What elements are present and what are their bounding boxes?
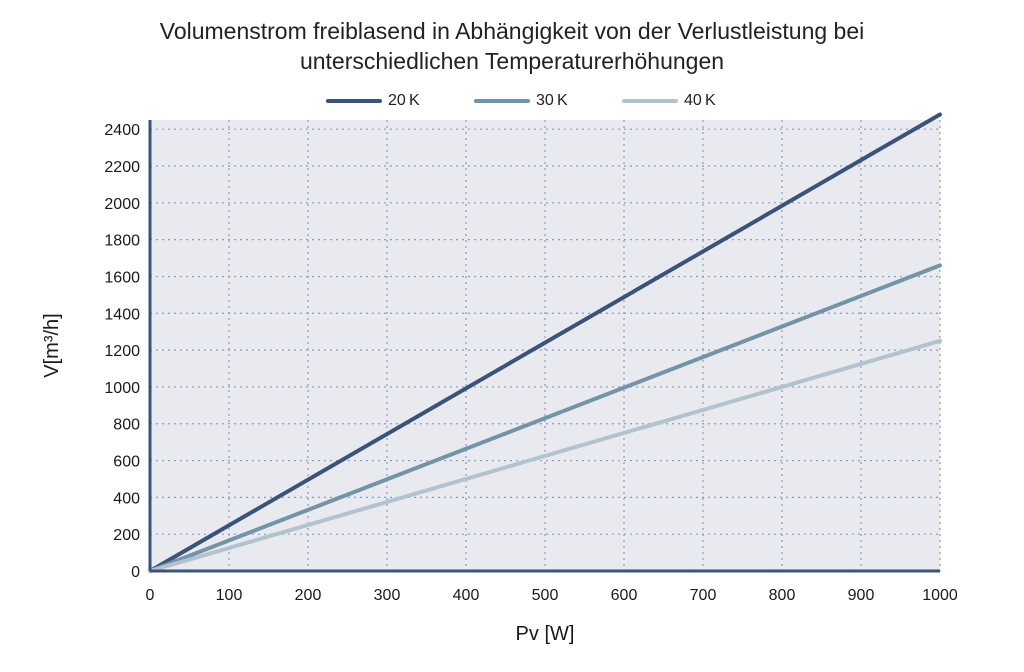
x-tick-label-100: 100 (216, 587, 243, 604)
y-tick-label-0: 0 (131, 564, 140, 581)
y-tick-label-800: 800 (113, 417, 140, 434)
y-tick-label-2400: 2400 (104, 122, 140, 139)
legend-swatch-series-3 (622, 99, 678, 103)
legend-item-series-1: 20 K (326, 92, 420, 110)
legend-swatch-series-1 (326, 99, 382, 103)
x-tick-label-700: 700 (690, 587, 717, 604)
y-tick-label-1600: 1600 (104, 269, 140, 286)
x-axis-title: Pv [W] (516, 623, 575, 645)
y-tick-label-1400: 1400 (104, 306, 140, 323)
y-tick-label-2200: 2200 (104, 159, 140, 176)
x-tick-label-500: 500 (532, 587, 559, 604)
legend-label-series-1: 20 K (388, 92, 420, 109)
y-tick-label-2000: 2000 (104, 196, 140, 213)
legend-item-series-3: 40 K (622, 92, 716, 110)
x-tick-label-300: 300 (374, 587, 401, 604)
legend-label-series-2: 30 K (536, 92, 568, 109)
x-tick-label-800: 800 (769, 587, 796, 604)
series-line-3 (148, 338, 942, 573)
x-tick-label-600: 600 (611, 587, 638, 604)
x-tick-label-200: 200 (295, 587, 322, 604)
x-tick-label-0: 0 (146, 587, 155, 604)
y-tick-label-400: 400 (113, 490, 140, 507)
x-tick-label-400: 400 (453, 587, 480, 604)
y-tick-label-600: 600 (113, 454, 140, 471)
legend: 20 K 30 K 40 K (0, 92, 1024, 112)
chart-title: Volumenstrom freiblasend in Abhängigkeit… (0, 16, 1024, 76)
x-tick-label-900: 900 (848, 587, 875, 604)
series-line-1 (148, 112, 942, 573)
series-line-2 (148, 263, 942, 573)
y-tick-label-1200: 1200 (104, 343, 140, 360)
legend-swatch-series-2 (474, 99, 530, 103)
y-tick-label-200: 200 (113, 527, 140, 544)
x-tick-label-1000: 1000 (922, 587, 958, 604)
y-tick-label-1800: 1800 (104, 233, 140, 250)
y-tick-label-1000: 1000 (104, 380, 140, 397)
legend-item-series-2: 30 K (474, 92, 568, 110)
legend-label-series-3: 40 K (684, 92, 716, 109)
chart-title-line-2: unterschiedlichen Temperaturerhöhungen (299, 48, 725, 74)
y-axis-title: V[m³/h] (41, 313, 63, 377)
chart-title-line-1: Volumenstrom freiblasend in Abhängigkeit… (159, 18, 865, 44)
